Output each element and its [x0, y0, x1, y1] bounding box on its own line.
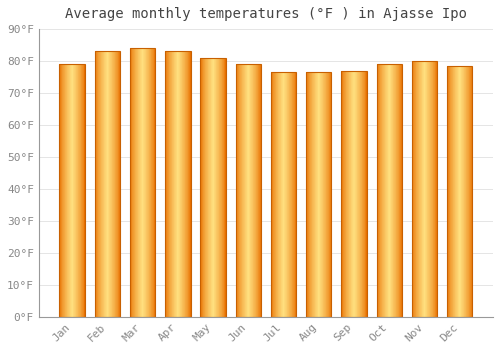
Bar [200, 58, 226, 317]
Bar [236, 64, 261, 317]
Bar [342, 71, 366, 317]
Bar [306, 72, 332, 317]
Bar [60, 64, 85, 317]
Bar [94, 51, 120, 317]
Title: Average monthly temperatures (°F ) in Ajasse Ipo: Average monthly temperatures (°F ) in Aj… [65, 7, 467, 21]
Bar [165, 51, 190, 317]
Bar [130, 48, 156, 317]
Bar [376, 64, 402, 317]
Bar [412, 61, 437, 317]
Bar [447, 66, 472, 317]
Bar [271, 72, 296, 317]
